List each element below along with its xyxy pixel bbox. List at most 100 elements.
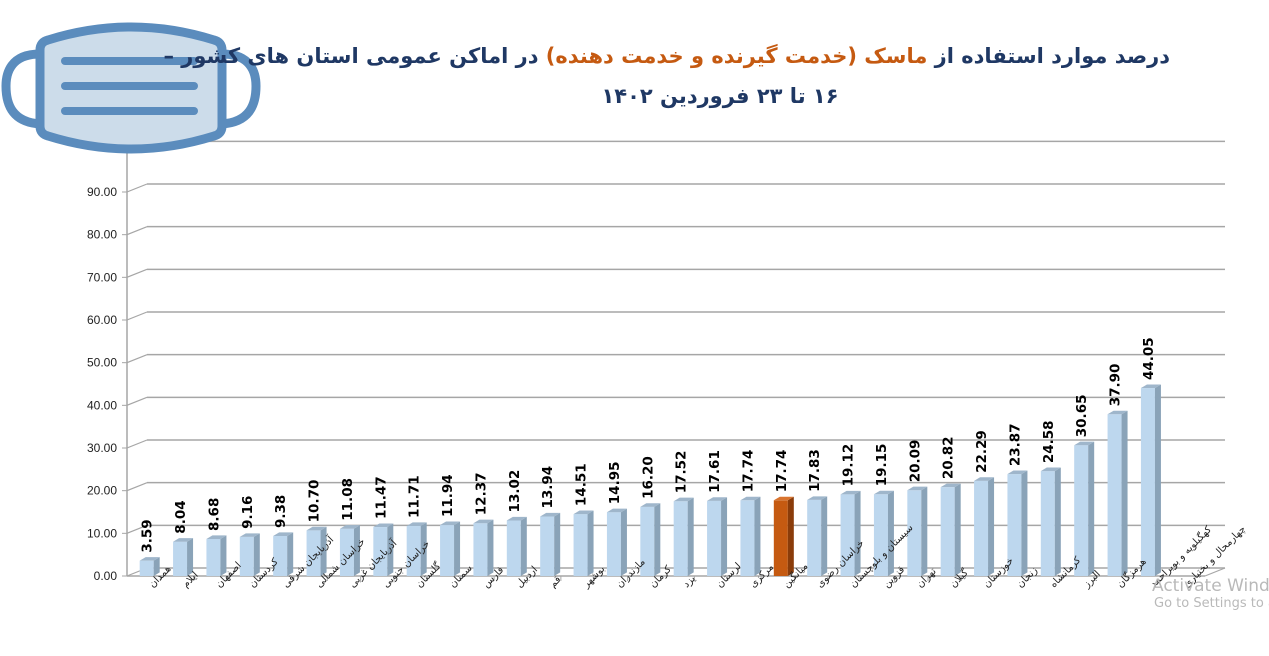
- bar-top: [173, 538, 194, 542]
- bar-side: [187, 538, 194, 576]
- bar-side: [520, 516, 527, 576]
- title-accent-mask: ماسک: [864, 44, 928, 68]
- bar: [940, 483, 961, 576]
- bar-top: [840, 490, 861, 495]
- bar-face: [573, 514, 588, 576]
- bar-face: [373, 527, 388, 576]
- gridline-connector: [126, 439, 148, 449]
- bar-face: [406, 526, 421, 576]
- bar-side: [420, 522, 427, 576]
- gridline-connector: [126, 396, 148, 406]
- data-label: 14.51: [574, 463, 590, 506]
- bar-side: [220, 535, 227, 576]
- bar-face: [606, 512, 621, 576]
- bar-side: [821, 496, 828, 576]
- data-label: 14.95: [607, 462, 623, 505]
- bar: [673, 497, 694, 576]
- bar: [1107, 410, 1128, 576]
- bar-top: [1007, 470, 1028, 475]
- bar: [1040, 467, 1061, 576]
- bar-side: [921, 486, 928, 576]
- data-label: 20.82: [941, 436, 957, 479]
- data-label: 30.65: [1074, 395, 1090, 438]
- bar-face: [473, 523, 488, 576]
- bar: [740, 496, 761, 576]
- bar: [273, 532, 294, 576]
- bar-top: [339, 525, 360, 529]
- bar-face: [173, 541, 188, 576]
- y-axis-tick-labels: 0.00 10.00 20.00 30.00 40.00 50.00 60.00 70.00 8…: [87, 185, 117, 583]
- data-label: 17.61: [707, 450, 723, 493]
- data-label: 3.59: [140, 519, 156, 552]
- data-labels: 3.59 8.04 8.68 9.16 9.38 10.70 11.08 11.47 11.71…: [140, 337, 1157, 552]
- data-label: 17.74: [774, 450, 790, 493]
- y-tick-label: 90.00: [87, 185, 117, 199]
- bar: [373, 523, 394, 576]
- bar: [873, 490, 894, 576]
- bar-side: [454, 521, 461, 576]
- bar: [606, 508, 627, 576]
- gridline-connector: [126, 482, 148, 492]
- bar-face: [940, 487, 955, 576]
- bar-face: [206, 538, 221, 576]
- gridlines: [126, 140, 1225, 577]
- bar-face: [707, 500, 722, 576]
- title-line-1: درصد موارد استفاده از ماسک (خدمت گیرنده …: [163, 36, 1170, 76]
- bar: [540, 512, 561, 576]
- y-tick-label: 50.00: [87, 356, 117, 370]
- activate-windows-watermark: Activate Windows Go to Settings to activ…: [1152, 576, 1269, 612]
- bar-side: [353, 525, 360, 576]
- bar-top: [406, 522, 427, 527]
- data-label: 13.02: [507, 470, 523, 513]
- data-label: 11.47: [373, 476, 389, 519]
- title-accent-parenthetical: (خدمت گیرنده و خدمت دهنده): [545, 44, 865, 68]
- bar: [173, 538, 194, 576]
- bar: [139, 557, 160, 576]
- bar-face: [273, 535, 288, 576]
- title-text-end: در اماکن عمومی استان های کشور –: [163, 44, 546, 68]
- bars: [139, 384, 1161, 576]
- bar-side: [654, 503, 661, 576]
- bar-top: [807, 496, 828, 500]
- data-label: 12.37: [473, 473, 489, 516]
- bar: [1007, 470, 1028, 576]
- bar-side: [854, 490, 861, 576]
- bar-top: [206, 535, 227, 539]
- bar-side: [1088, 441, 1095, 576]
- data-label: 8.04: [173, 500, 189, 533]
- watermark-line-2: Go to Settings to activate Windows.: [1154, 596, 1269, 611]
- bar: [773, 496, 794, 576]
- bar-face: [673, 501, 688, 576]
- bar-face: [506, 520, 521, 576]
- title-text: درصد موارد استفاده از: [927, 44, 1170, 68]
- y-tick-label: 30.00: [87, 441, 117, 455]
- data-label: 20.09: [907, 440, 923, 483]
- bar-face: [1074, 445, 1089, 576]
- data-label: 19.12: [841, 444, 857, 487]
- data-label: 9.38: [273, 495, 289, 528]
- bar-face: [239, 536, 254, 576]
- bar-side: [1121, 410, 1128, 576]
- bar: [1074, 441, 1095, 576]
- data-label: 24.58: [1041, 420, 1057, 463]
- bar-side: [287, 532, 294, 576]
- bar-side: [554, 512, 561, 576]
- bar: [406, 522, 427, 576]
- bar: [1140, 384, 1161, 576]
- bar-side: [620, 508, 627, 576]
- bar-side: [754, 496, 761, 576]
- bar-face: [440, 525, 455, 576]
- bar-top: [440, 521, 461, 526]
- bar-face: [640, 506, 655, 576]
- bar-top: [974, 477, 995, 481]
- y-tick-label: 20.00: [87, 484, 117, 498]
- bar-top: [1040, 467, 1061, 472]
- bar-face: [339, 528, 354, 576]
- bar-face: [306, 530, 321, 576]
- data-label: 13.94: [540, 466, 556, 509]
- data-label: 11.08: [340, 478, 356, 521]
- bar: [206, 535, 227, 576]
- bar-top: [1107, 410, 1128, 415]
- data-label: 11.71: [407, 475, 423, 518]
